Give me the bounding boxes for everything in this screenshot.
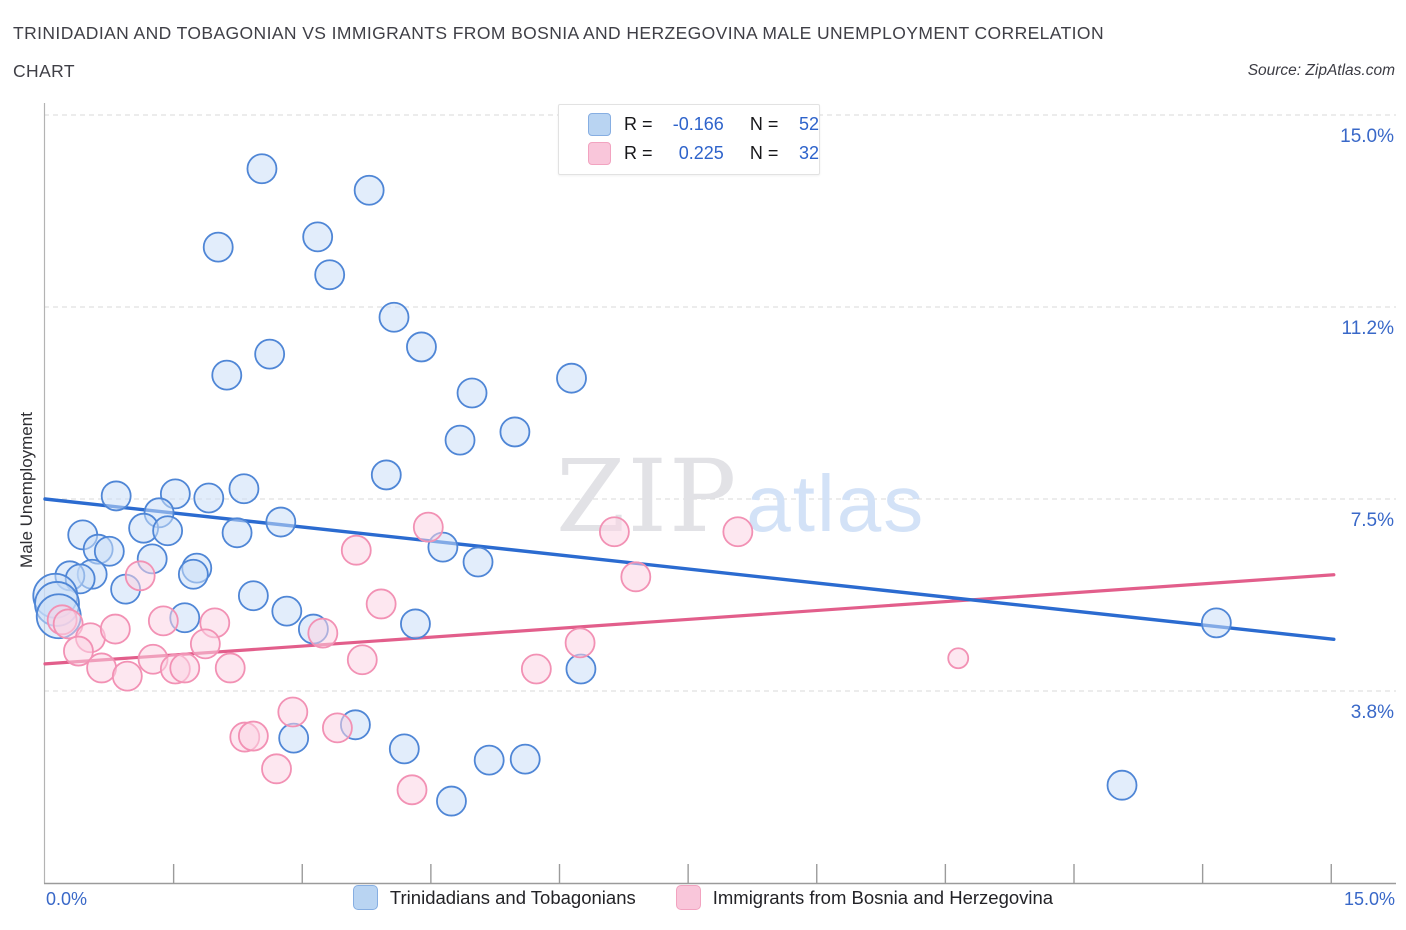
n-label: N = [749, 114, 779, 134]
pink-series-swatch [588, 142, 611, 165]
scatter-point-blue [353, 174, 385, 206]
scatter-point-blue [152, 515, 184, 547]
scatter-point-blue [370, 459, 402, 491]
scatter-point-pink [261, 753, 292, 785]
scatter-point-pink [598, 516, 630, 548]
scatter-point-blue [509, 743, 541, 775]
scatter-point-pink [277, 696, 309, 728]
r-label: R = [624, 114, 653, 134]
blue-trend-line [43, 497, 1336, 641]
y-axis-title: Male Unemployment [17, 412, 36, 568]
scatter-point-blue [1200, 607, 1232, 639]
legend-label: Trinidadians and Tobagonians [389, 886, 636, 908]
scatter-point-blue [436, 785, 467, 817]
scatter-point-blue [400, 608, 431, 640]
scatter-point-pink [52, 608, 84, 640]
scatter-point-pink [722, 516, 754, 548]
scatter-point-blue [499, 416, 531, 448]
y-tick-label: 15.0% [1340, 126, 1394, 147]
blue-series-swatch [588, 113, 611, 136]
x-axis-max-label: 15.0% [1343, 889, 1395, 909]
y-tick-label: 11.2% [1342, 318, 1395, 339]
scatter-point-blue [202, 231, 234, 263]
scatter-point-blue [314, 259, 346, 291]
scatter-point-pink [147, 605, 179, 637]
legend-swatch-pink [675, 885, 701, 910]
scatter-point-pink [237, 720, 269, 752]
scatter-point-blue [462, 546, 494, 578]
scatter-point-pink [63, 635, 94, 667]
scatter-point-pink [365, 588, 397, 620]
scatter-point-blue [237, 580, 269, 612]
scatter-point-pink [111, 660, 143, 692]
scatter-point-pink [564, 627, 596, 659]
r-value: -0.166 [672, 114, 724, 134]
page-title: TRINIDADIAN AND TOBAGONIAN VS IMMIGRANTS… [13, 23, 1104, 43]
scatter-point-blue [254, 338, 286, 370]
y-tick-label: 7.5% [1351, 510, 1394, 531]
correlation-legend-row-pink: R = 0.225 N = 32 [559, 139, 819, 168]
scatter-point-blue [221, 517, 253, 549]
r-value: 0.225 [678, 143, 724, 163]
scatter-point-pink [189, 628, 221, 660]
source-link[interactable]: Source: ZipAtlas.com [1247, 62, 1395, 79]
scatter-point-pink [307, 617, 339, 649]
scatter-point-pink [520, 653, 552, 685]
scatter-point-blue [456, 377, 488, 409]
scatter-point-pink [124, 560, 156, 592]
scatter-point-blue [565, 653, 597, 685]
scatter-point-blue [211, 359, 243, 391]
scatter-point-pink [322, 712, 353, 744]
scatter-point-blue [93, 535, 125, 567]
watermark-atlas-text: atlas [746, 459, 925, 548]
scatter-point-pink [214, 652, 246, 684]
pink-trend-line [43, 573, 1336, 666]
x-axis-min-label: 0.0% [46, 889, 88, 909]
legend-swatch-blue [352, 885, 378, 910]
scatter-point-pink [340, 534, 372, 566]
scatter-point-blue [265, 506, 297, 538]
scatter-point-blue [556, 362, 587, 394]
r-label: R = [624, 143, 653, 163]
scatter-point-blue [193, 482, 225, 514]
scatter-point-blue [177, 558, 209, 590]
y-tick-label: 3.8% [1351, 702, 1394, 723]
scatter-point-blue [1106, 769, 1138, 801]
n-value: 52 [798, 114, 819, 134]
scatter-point-pink [412, 511, 444, 543]
scatter-point-blue [100, 480, 132, 512]
legend-item-trinidadians: Trinidadians and Tobagonians [352, 885, 636, 910]
scatter-point-blue [388, 733, 420, 765]
scatter-point-pink [169, 652, 201, 684]
n-value: 32 [798, 143, 819, 163]
scatter-point-blue [228, 473, 260, 505]
bottom-legend: Trinidadians and Tobagonians Immigrants … [0, 885, 1406, 910]
legend-label: Immigrants from Bosnia and Herzegovina [712, 886, 1054, 908]
n-label: N = [749, 143, 779, 163]
page-title-line2: CHART [13, 61, 75, 81]
correlation-legend: R = -0.166 N = 52 R = 0.225 N = 32 [558, 104, 820, 175]
scatter-point-blue [271, 595, 303, 627]
scatter-point-blue [444, 424, 476, 456]
scatter-point-pink [99, 613, 131, 645]
scatter-point-pink [86, 652, 117, 684]
scatter-point-blue [246, 153, 278, 185]
scatter-point-blue [378, 301, 410, 333]
scatter-point-pink [396, 774, 428, 806]
scatter-point-blue [302, 221, 334, 253]
scatter-point-blue [278, 722, 310, 754]
correlation-legend-row-blue: R = -0.166 N = 52 [559, 110, 819, 139]
scatter-point-blue [473, 744, 505, 776]
scatter-point-pink [947, 647, 970, 670]
scatter-point-blue [406, 331, 437, 363]
scatter-point-pink [620, 561, 652, 593]
scatter-point-pink [346, 644, 378, 676]
legend-item-bosnia: Immigrants from Bosnia and Herzegovina [675, 885, 1054, 910]
